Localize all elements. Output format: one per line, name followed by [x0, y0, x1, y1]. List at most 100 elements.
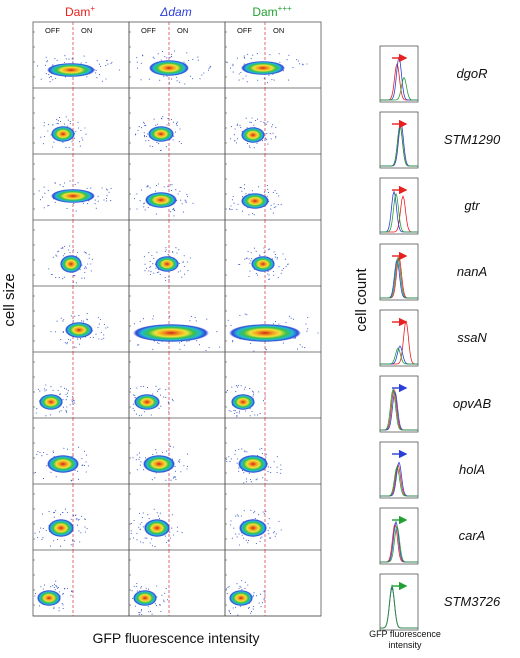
event-dot [172, 400, 174, 402]
event-dot [62, 278, 64, 280]
event-dot [179, 459, 181, 461]
event-dot [292, 318, 295, 320]
event-dot [177, 193, 179, 195]
event-dot [139, 528, 141, 530]
event-dot [83, 518, 85, 520]
event-dot [238, 73, 240, 75]
event-dot [250, 611, 253, 613]
event-dot [38, 190, 40, 192]
event-dot [263, 121, 265, 123]
event-dot [101, 187, 103, 189]
event-dot [62, 607, 64, 610]
event-dot [227, 586, 229, 589]
event-dot [170, 211, 172, 213]
event-dot [60, 514, 62, 516]
event-dot [176, 124, 178, 127]
event-dot [233, 202, 235, 204]
event-dot [67, 338, 70, 340]
event-dot [253, 594, 255, 596]
event-dot [36, 408, 38, 410]
event-dot [52, 64, 54, 66]
event-dot [166, 124, 168, 126]
event-dot [50, 76, 52, 78]
event-dot [72, 249, 74, 251]
event-dot [132, 537, 135, 539]
header-dam-ppp: Dam+++ [252, 4, 292, 19]
event-dot [65, 393, 67, 396]
event-dot [74, 183, 76, 186]
event-dot [67, 587, 69, 590]
gene-label: STM3726 [444, 594, 501, 609]
event-dot [59, 120, 62, 123]
event-dot [94, 203, 96, 205]
event-dot [130, 530, 132, 532]
event-dot [83, 55, 85, 57]
event-dot [150, 271, 152, 273]
event-dot [65, 146, 67, 148]
event-dot [268, 278, 270, 280]
event-dot [233, 527, 235, 529]
event-dot [268, 518, 270, 520]
event-dot [75, 346, 77, 348]
event-dot [146, 135, 148, 137]
event-dot [77, 478, 80, 480]
event-dot [64, 253, 66, 255]
event-dot [226, 62, 228, 64]
event-dot [47, 130, 49, 132]
event-dot [144, 537, 146, 539]
event-dot [251, 410, 253, 413]
event-dot [232, 340, 234, 342]
event-dot [100, 331, 102, 334]
event-dot [155, 213, 157, 215]
event-dot [174, 470, 176, 472]
event-dot [62, 399, 64, 401]
event-dot [48, 74, 50, 76]
event-dot [152, 453, 154, 455]
histogram-panel [379, 111, 419, 169]
event-dot [273, 79, 275, 81]
event-dot [276, 471, 278, 474]
event-dot [262, 477, 264, 479]
event-dot [132, 403, 134, 405]
event-dot [274, 190, 276, 192]
event-dot [168, 452, 170, 454]
event-dot [247, 607, 250, 609]
event-dot [62, 331, 64, 334]
event-dot [236, 57, 238, 59]
event-dot [75, 130, 77, 133]
event-dot [72, 543, 74, 545]
event-dot [79, 145, 81, 147]
event-dot [143, 411, 145, 413]
event-dot [175, 247, 177, 249]
event-dot [57, 586, 59, 589]
event-dot [69, 404, 71, 406]
event-dot [248, 258, 250, 260]
histogram-curve [380, 256, 418, 299]
event-dot [262, 511, 264, 513]
event-dot [136, 582, 138, 585]
event-dot [231, 386, 233, 388]
event-dot [56, 255, 58, 257]
event-dot [251, 390, 253, 392]
event-dot [162, 116, 164, 118]
event-dot [253, 124, 255, 126]
dot-plot-panel [225, 88, 321, 155]
dot-plot-panel [33, 418, 129, 485]
event-dot [134, 605, 136, 607]
event-dot [252, 54, 254, 56]
event-dot [190, 315, 192, 317]
event-dot [232, 65, 234, 67]
histogram-panel [379, 309, 419, 367]
event-dot [178, 249, 180, 251]
event-dot [241, 190, 243, 192]
event-dot [176, 252, 178, 254]
histogram-curve [380, 465, 418, 497]
event-dot [281, 269, 283, 271]
event-dot [97, 317, 99, 319]
event-dot [144, 270, 146, 272]
event-dot [139, 464, 141, 466]
event-dot [199, 78, 201, 80]
event-dot [155, 385, 157, 387]
event-dot [84, 127, 86, 129]
event-dot [138, 458, 140, 460]
